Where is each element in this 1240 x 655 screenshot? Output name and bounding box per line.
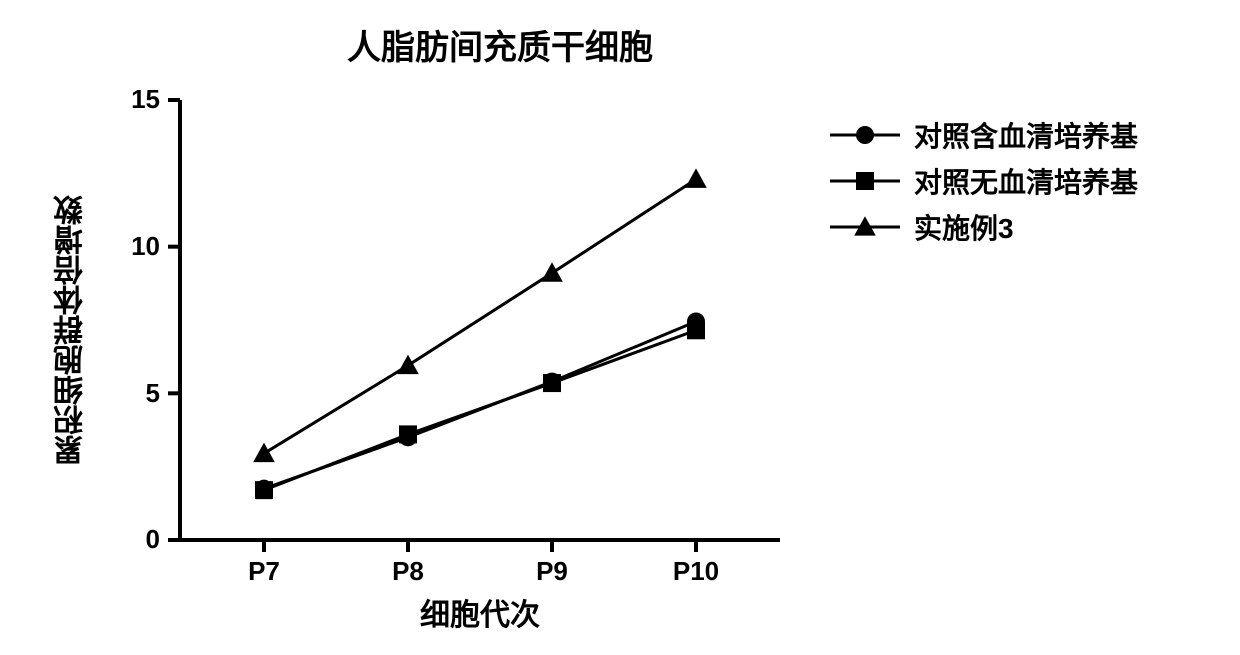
legend-marker-circle: [830, 120, 900, 150]
legend-marker-triangle: [830, 212, 900, 242]
y-tick-label: 5: [110, 378, 160, 409]
legend-label: 实施例3: [914, 207, 1014, 247]
legend-label: 对照含血清培养基: [914, 115, 1138, 155]
chart-container: 人脂肪间充质干细胞 累积细胞群体倍增数 细胞代次 对照含血清培养基对照无血清培养…: [40, 20, 1200, 640]
y-tick-label: 10: [110, 231, 160, 262]
legend-item: 对照含血清培养基: [830, 115, 1230, 155]
x-tick-label: P7: [248, 556, 280, 587]
x-tick-label: P8: [392, 556, 424, 587]
legend-label: 对照无血清培养基: [914, 161, 1138, 201]
y-tick-label: 0: [110, 524, 160, 555]
chart-legend: 对照含血清培养基对照无血清培养基实施例3: [830, 115, 1230, 253]
x-tick-label: P10: [673, 556, 719, 587]
y-tick-label: 15: [110, 84, 160, 115]
legend-marker-square: [830, 166, 900, 196]
x-tick-label: P9: [536, 556, 568, 587]
legend-item: 对照无血清培养基: [830, 161, 1230, 201]
x-axis-label: 细胞代次: [180, 590, 780, 634]
legend-item: 实施例3: [830, 207, 1230, 247]
